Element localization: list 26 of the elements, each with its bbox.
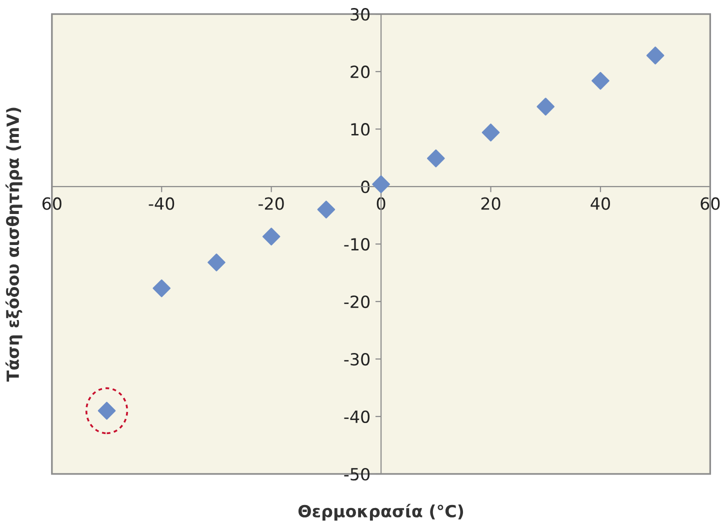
y-tick-label: 30 bbox=[350, 8, 370, 21]
x-tick-label: 60 bbox=[700, 197, 720, 210]
y-tick-label: 20 bbox=[350, 66, 370, 78]
point bbox=[646, 46, 664, 64]
point bbox=[536, 98, 555, 116]
point bbox=[482, 124, 500, 142]
y-tick-label: 10 bbox=[351, 123, 370, 136]
point bbox=[152, 279, 171, 298]
y-tick-label: -50 bbox=[344, 468, 370, 481]
point bbox=[317, 200, 336, 218]
y-tick-label: -30 bbox=[344, 352, 370, 366]
y-tick-label: -40 bbox=[344, 410, 370, 424]
y-tick-label: -10 bbox=[344, 238, 370, 251]
point bbox=[372, 175, 390, 194]
y-axis-title: Τάση εξόδου αισθητήρα (mV) bbox=[5, 108, 22, 382]
point bbox=[426, 149, 445, 168]
point bbox=[208, 254, 226, 272]
x-tick-label: 60 bbox=[42, 197, 62, 210]
x-tick-label: -20 bbox=[258, 197, 284, 210]
x-tick-label: 20 bbox=[481, 197, 500, 210]
x-tick-label: 40 bbox=[590, 197, 610, 210]
point bbox=[262, 228, 280, 246]
x-axis-title: Θερμοκρασία (°C) bbox=[298, 504, 464, 521]
point bbox=[592, 72, 610, 90]
x-tick-label: -40 bbox=[148, 197, 174, 210]
y-tick-label: -20 bbox=[344, 295, 370, 308]
